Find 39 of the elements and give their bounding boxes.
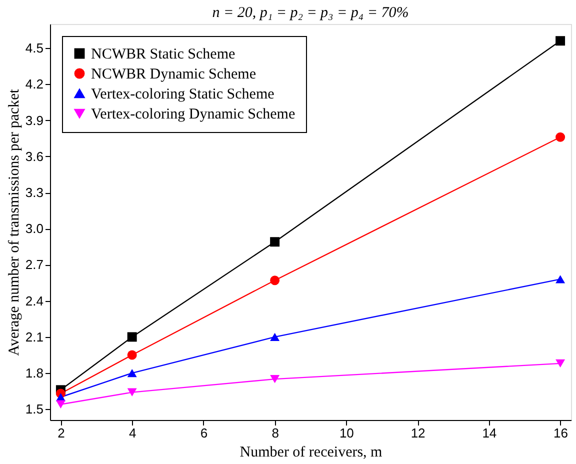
y-tick-label: 2.7 (25, 257, 44, 272)
x-tick-label: 2 (58, 426, 65, 440)
chart-title: n = 20, p₁ = p₂ = p₃ = p₄ = 70% (212, 5, 409, 21)
x-tick-label: 4 (128, 426, 136, 440)
x-tick-label: 12 (410, 426, 426, 440)
point (270, 374, 280, 384)
point (556, 132, 566, 142)
y-tick-label: 1.8 (25, 366, 44, 381)
point (270, 332, 280, 342)
legend-label: NCWBR Dynamic Scheme (91, 66, 256, 82)
y-tick-label: 3.6 (25, 148, 44, 164)
point (270, 276, 280, 286)
legend-label: NCWBR Static Scheme (91, 46, 236, 62)
y-tick-label: 3.9 (25, 112, 44, 128)
x-tick-label: 16 (554, 426, 568, 440)
y-tick-label: 3.0 (25, 221, 44, 236)
y-tick-label: 4.2 (25, 76, 44, 92)
point (127, 350, 137, 360)
legend-label: Vertex-coloring Dynamic Scheme (91, 106, 296, 122)
point (556, 359, 566, 368)
point (127, 368, 137, 378)
y-axis-title: Average number of transmissions per packet (6, 88, 22, 356)
point (556, 36, 566, 46)
x-tick-label: 14 (482, 426, 497, 440)
x-tick-label: 6 (200, 426, 208, 440)
point (270, 237, 280, 247)
y-tick-label: 3.3 (25, 185, 44, 200)
point (556, 275, 566, 284)
legend-label: Vertex-coloring Static Scheme (91, 86, 275, 102)
point (127, 388, 137, 396)
y-tick-label: 1.5 (25, 402, 44, 417)
x-tick-label: 10 (339, 426, 354, 440)
y-tick-label: 2.1 (25, 329, 44, 344)
y-tick-label: 4.5 (25, 40, 44, 56)
x-tick-label: 8 (272, 426, 279, 440)
point (56, 400, 66, 408)
y-tick-label: 2.4 (25, 293, 44, 308)
point (127, 332, 137, 342)
x-axis-title: Number of receivers, m (240, 444, 383, 460)
